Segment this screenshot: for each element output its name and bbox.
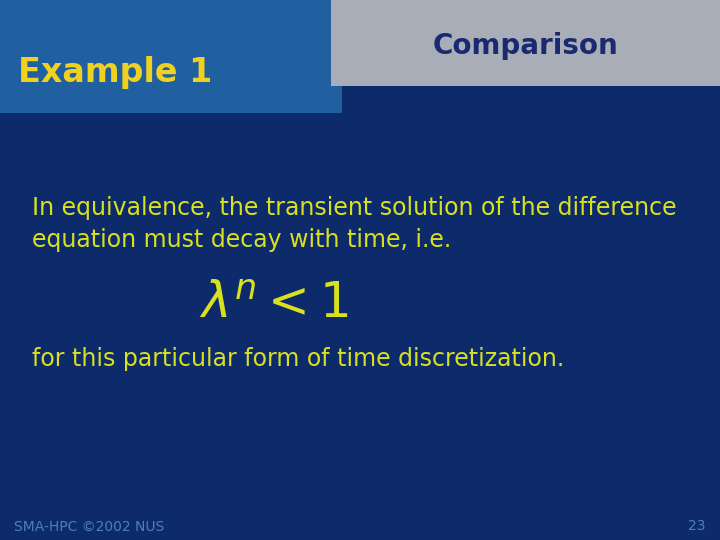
Text: Example 1: Example 1 (18, 56, 212, 90)
Text: In equivalence, the transient solution of the difference: In equivalence, the transient solution o… (32, 196, 677, 220)
Text: equation must decay with time, i.e.: equation must decay with time, i.e. (32, 228, 451, 252)
Text: $\lambda^n < 1$: $\lambda^n < 1$ (199, 280, 348, 330)
Text: Comparison: Comparison (433, 32, 618, 60)
Text: 23: 23 (688, 519, 706, 534)
Bar (0, 0, 342, 113)
Bar (331, 0, 720, 86)
Text: SMA-HPC ©2002 NUS: SMA-HPC ©2002 NUS (14, 519, 165, 534)
Text: for this particular form of time discretization.: for this particular form of time discret… (32, 347, 564, 371)
